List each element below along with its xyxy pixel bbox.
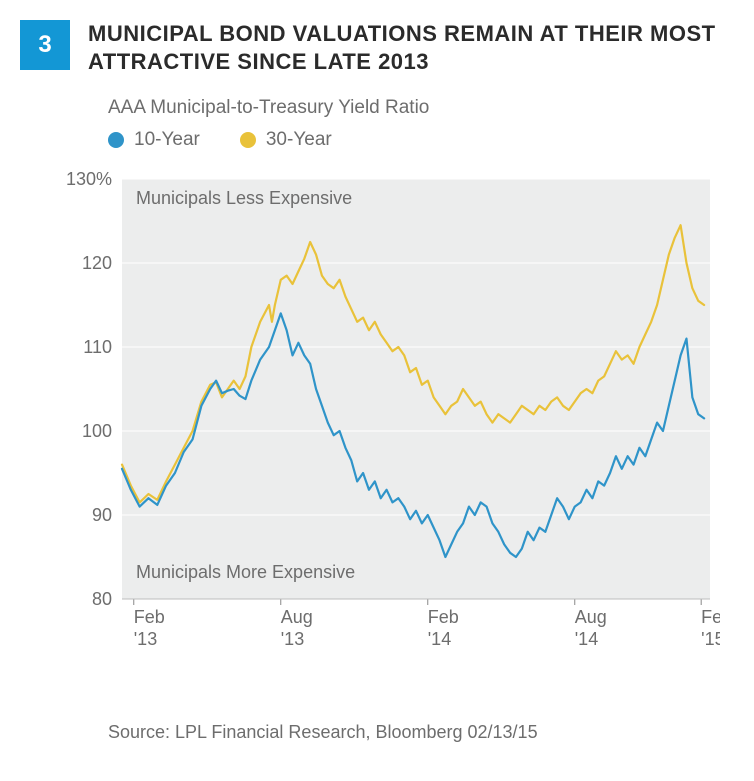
svg-text:'14: '14 [428, 629, 451, 649]
header-row: 3 MUNICIPAL BOND VALUATIONS REMAIN AT TH… [20, 20, 724, 75]
legend-label-30yr: 30-Year [266, 129, 332, 151]
svg-text:110: 110 [83, 337, 112, 357]
chart-subtitle: AAA Municipal-to-Treasury Yield Ratio [108, 97, 724, 119]
legend-dot-30yr [240, 132, 256, 148]
legend-item-30yr: 30-Year [240, 129, 332, 151]
legend-label-10yr: 10-Year [134, 129, 200, 151]
svg-text:Feb: Feb [701, 607, 720, 627]
svg-text:130%: 130% [66, 169, 112, 189]
chart-area: 8090100110120130%Feb'13Aug'13Feb'14Aug'1… [60, 169, 724, 694]
svg-text:'13: '13 [134, 629, 157, 649]
svg-text:90: 90 [92, 505, 112, 525]
svg-text:Feb: Feb [134, 607, 165, 627]
svg-text:120: 120 [82, 253, 112, 273]
legend-item-10yr: 10-Year [108, 129, 200, 151]
svg-text:'13: '13 [281, 629, 304, 649]
line-chart: 8090100110120130%Feb'13Aug'13Feb'14Aug'1… [60, 169, 720, 694]
svg-text:'14: '14 [575, 629, 598, 649]
svg-text:Municipals Less Expensive: Municipals Less Expensive [136, 188, 352, 208]
svg-text:Municipals More Expensive: Municipals More Expensive [136, 562, 355, 582]
svg-text:'15: '15 [701, 629, 720, 649]
source-text: Source: LPL Financial Research, Bloomber… [108, 722, 724, 743]
svg-text:Aug: Aug [575, 607, 607, 627]
svg-text:Feb: Feb [428, 607, 459, 627]
svg-text:Aug: Aug [281, 607, 313, 627]
legend: 10-Year 30-Year [108, 129, 724, 151]
svg-text:100: 100 [82, 421, 112, 441]
svg-text:80: 80 [92, 589, 112, 609]
legend-dot-10yr [108, 132, 124, 148]
chart-number-badge: 3 [20, 20, 70, 70]
chart-title: MUNICIPAL BOND VALUATIONS REMAIN AT THEI… [88, 20, 724, 75]
